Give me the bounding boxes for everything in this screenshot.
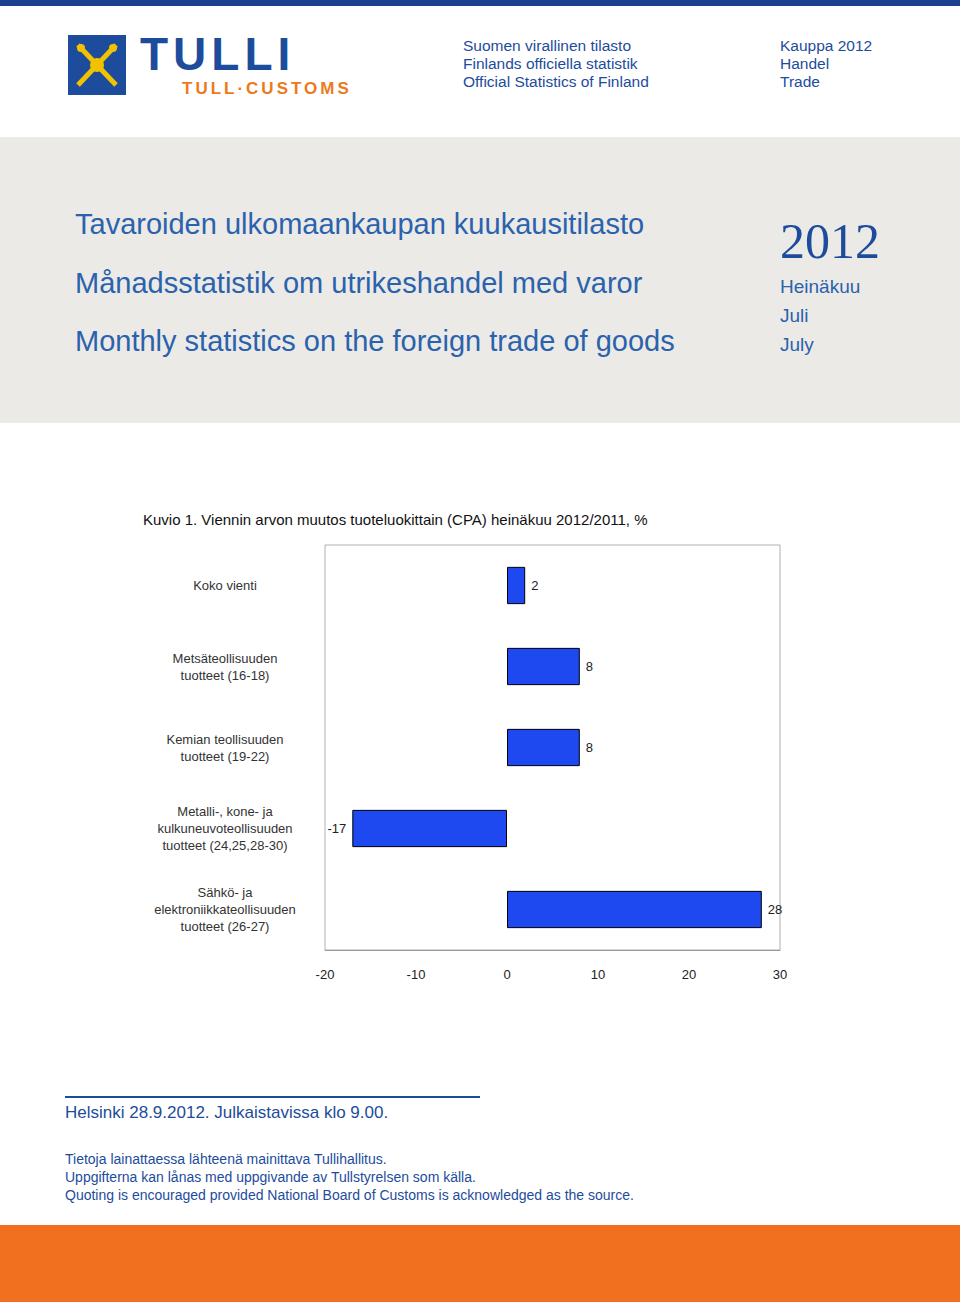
- svg-text:kulkuneuvoteollisuuden: kulkuneuvoteollisuuden: [157, 821, 292, 836]
- svg-text:Koko vienti: Koko vienti: [193, 578, 257, 593]
- html-text:Uppgifterna kan lånas med uppg: Uppgifterna kan lånas med uppgivande av …: [65, 1169, 476, 1185]
- html-text:Quoting is encouraged provided: Quoting is encouraged provided National …: [65, 1187, 634, 1203]
- html-text:Helsinki 28.9.2012. Julkaistav: Helsinki 28.9.2012. Julkaistavissa klo 9…: [65, 1103, 389, 1122]
- svg-text:tuotteet (19-22): tuotteet (19-22): [181, 749, 270, 764]
- svg-text:-10: -10: [407, 967, 426, 982]
- svg-text:30: 30: [773, 967, 787, 982]
- html-text:Månadsstatistik om utrikeshand: Månadsstatistik om utrikeshandel med var…: [75, 267, 643, 299]
- svg-text:2: 2: [531, 578, 538, 593]
- svg-text:Kuvio 1. Viennin arvon muutos: Kuvio 1. Viennin arvon muutos tuoteluoki…: [143, 511, 648, 528]
- svg-text:10: 10: [591, 967, 605, 982]
- svg-text:tuotteet (26-27): tuotteet (26-27): [181, 919, 270, 934]
- svg-text:0: 0: [503, 967, 510, 982]
- svg-text:tuotteet (16-18): tuotteet (16-18): [181, 668, 270, 683]
- html-text:Tietoja lainattaessa lähteenä: Tietoja lainattaessa lähteenä mainittava…: [65, 1151, 387, 1167]
- html-text:Official Statistics of Finland: Official Statistics of Finland: [463, 73, 649, 90]
- svg-text:8: 8: [586, 740, 593, 755]
- svg-text:Metalli-, kone- ja: Metalli-, kone- ja: [177, 804, 273, 819]
- html-text:Kauppa 2012: Kauppa 2012: [780, 37, 873, 54]
- svg-text:20: 20: [682, 967, 696, 982]
- html-text:2012: 2012: [780, 213, 880, 269]
- html-text:Monthly statistics on the fore: Monthly statistics on the foreign trade …: [75, 325, 675, 357]
- html-text:July: July: [780, 334, 814, 355]
- svg-text:-20: -20: [316, 967, 335, 982]
- html-text:TULL·CUSTOMS: TULL·CUSTOMS: [182, 79, 352, 98]
- svg-text:-17: -17: [328, 821, 347, 836]
- svg-text:8: 8: [586, 659, 593, 674]
- svg-text:Kemian teollisuuden: Kemian teollisuuden: [166, 732, 283, 747]
- svg-text:tuotteet (24,25,28-30): tuotteet (24,25,28-30): [162, 838, 287, 853]
- html-text:TULLI: TULLI: [140, 28, 296, 80]
- svg-text:elektroniikkateollisuuden: elektroniikkateollisuuden: [154, 902, 296, 917]
- html-text:Suomen virallinen tilasto: Suomen virallinen tilasto: [463, 37, 631, 54]
- html-text:Trade: Trade: [780, 73, 820, 90]
- html-text:Juli: Juli: [780, 305, 809, 326]
- svg-text:Metsäteollisuuden: Metsäteollisuuden: [173, 651, 278, 666]
- svg-text:Sähkö- ja: Sähkö- ja: [198, 885, 254, 900]
- html-text:Tavaroiden ulkomaankaupan kuuk: Tavaroiden ulkomaankaupan kuukausitilast…: [75, 208, 645, 240]
- html-text:Finlands officiella statistik: Finlands officiella statistik: [463, 55, 638, 72]
- svg-text:28: 28: [768, 902, 782, 917]
- html-text:Heinäkuu: Heinäkuu: [780, 276, 861, 297]
- html-text:Handel: Handel: [780, 55, 830, 72]
